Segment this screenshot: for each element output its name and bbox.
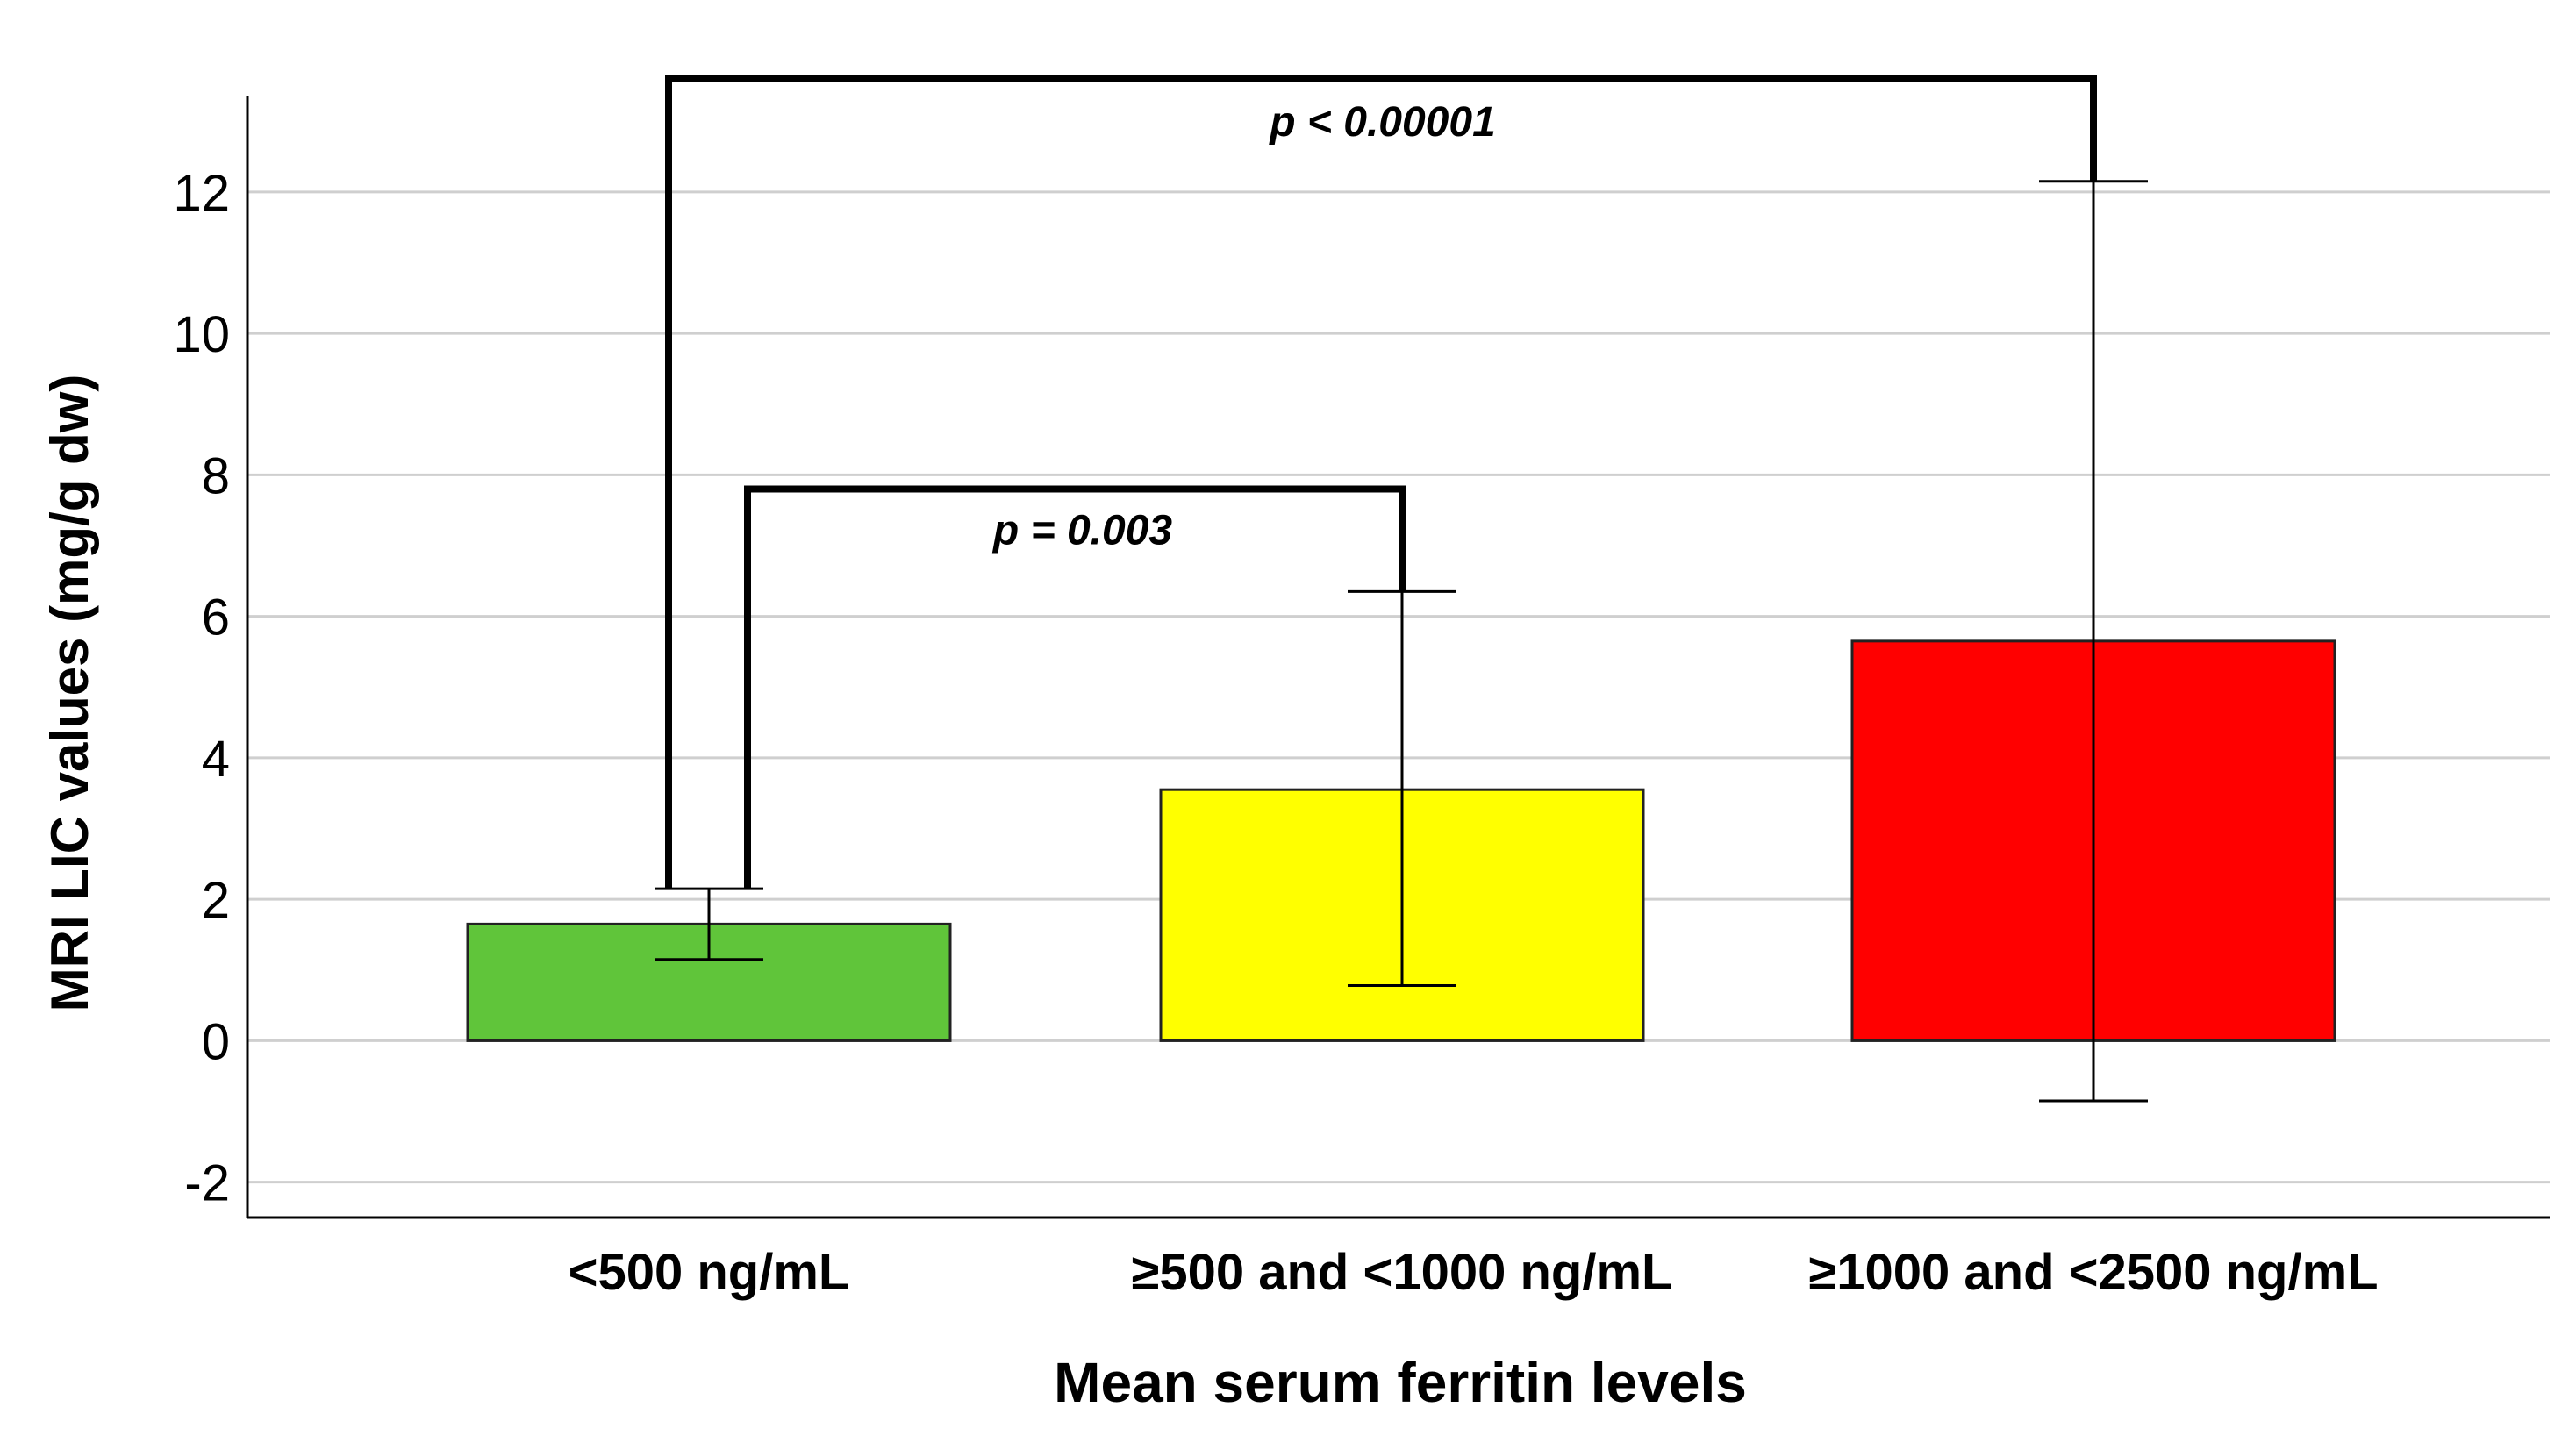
significance-label: p = 0.003 <box>991 508 1172 554</box>
y-tick-label: 4 <box>202 731 230 788</box>
y-tick-label: 12 <box>173 165 230 222</box>
y-tick-label: 8 <box>202 447 230 504</box>
significance-bracket <box>744 485 1406 889</box>
y-tick-label: 6 <box>202 589 230 646</box>
y-tick-label: 10 <box>173 306 230 363</box>
axes <box>246 96 2550 1219</box>
x-category-label: ≥1000 and <2500 ng/mL <box>1808 1244 2378 1301</box>
x-category-label: <500 ng/mL <box>569 1244 850 1301</box>
y-axis-title: MRI LIC values (mg/g dw) <box>40 375 99 1012</box>
error-bars <box>655 180 2148 1103</box>
significance-brackets: p < 0.00001 p = 0.003 <box>665 75 2097 889</box>
y-tick-labels: -2 0 2 4 6 8 10 12 <box>173 165 230 1212</box>
y-tick-label: 0 <box>202 1013 230 1070</box>
x-category-labels: <500 ng/mL ≥500 and <1000 ng/mL ≥1000 and … <box>569 1244 2379 1301</box>
x-category-label: ≥500 and <1000 ng/mL <box>1132 1244 1673 1301</box>
significance-bracket <box>665 75 2097 889</box>
y-tick-label: 2 <box>202 872 230 929</box>
x-axis-title: Mean serum ferritin levels <box>1054 1351 1747 1414</box>
y-tick-label: -2 <box>184 1155 230 1212</box>
significance-label: p < 0.00001 <box>1268 99 1496 146</box>
